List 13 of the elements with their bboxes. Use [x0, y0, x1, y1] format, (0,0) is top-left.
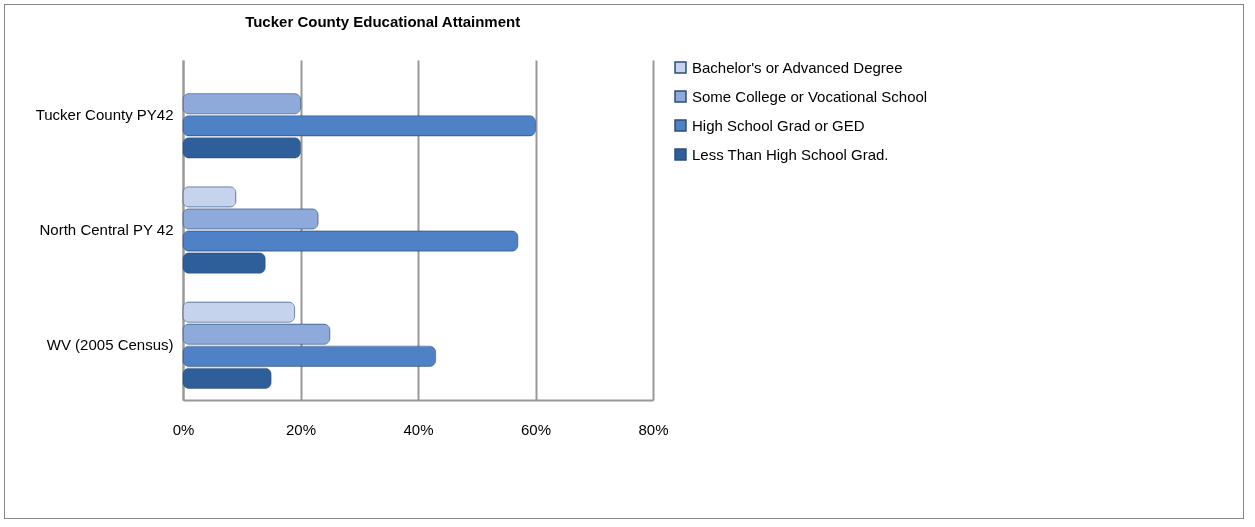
x-tick-label: 0% — [172, 420, 195, 438]
x-tick-label: 20% — [285, 420, 317, 438]
legend-label: Some College or Vocational School — [692, 87, 928, 105]
legend-label: Less Than High School Grad. — [692, 145, 889, 163]
y-tick-label: North Central PY 42 — [39, 221, 174, 238]
legend-label: Bachelor's or Advanced Degree — [692, 58, 903, 76]
x-tick-label: 60% — [520, 420, 552, 438]
x-tick-label: 80% — [638, 420, 669, 438]
chart-title: Tucker County Educational Attainment — [245, 13, 521, 30]
y-tick-label: Tucker County PY42 — [35, 105, 174, 123]
y-tick-label: WV (2005 Census) — [46, 336, 174, 354]
x-tick-label: 40% — [403, 420, 434, 438]
legend-label: High School Grad or GED — [692, 116, 865, 134]
